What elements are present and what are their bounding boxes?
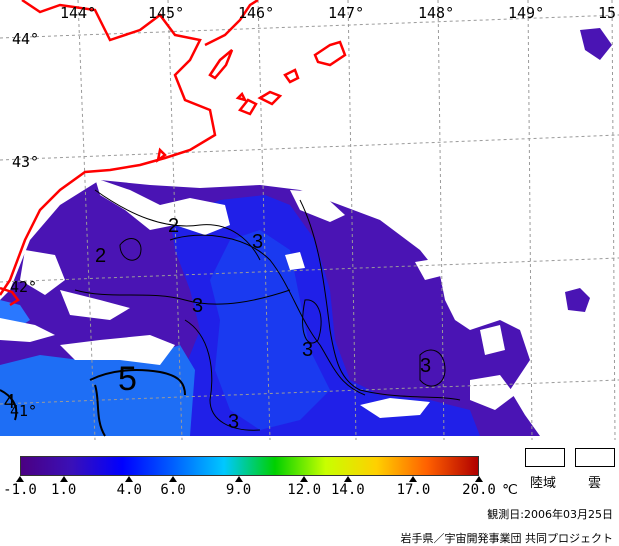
cloud-5 bbox=[0, 318, 55, 342]
cloud-11 bbox=[290, 190, 345, 222]
colorbar-tick-mark bbox=[59, 476, 68, 482]
lon-label-149: 149° bbox=[508, 4, 544, 22]
cloud-2 bbox=[20, 250, 65, 295]
observation-date: 観測日:2006年03月25日 bbox=[487, 508, 613, 521]
contour-2a bbox=[94, 189, 261, 261]
cloud-8 bbox=[470, 375, 515, 410]
colorbar-tick-mark bbox=[234, 476, 243, 482]
cloud-9 bbox=[480, 325, 505, 355]
contour-label-3c: 3 bbox=[302, 339, 313, 361]
land-legend-swatch bbox=[525, 448, 565, 467]
colorbar-tick-label: -1.0 bbox=[3, 482, 37, 498]
lon-label-150: 15 bbox=[598, 4, 616, 22]
graticule bbox=[0, 0, 619, 440]
sst-mid-water bbox=[210, 230, 330, 430]
colorbar-tick-mark bbox=[125, 476, 134, 482]
lon-label-145: 145° bbox=[148, 4, 184, 22]
colorbar-tick-mark bbox=[16, 476, 24, 482]
kuril-island-5 bbox=[313, 40, 347, 67]
contour-3e bbox=[302, 299, 322, 344]
contour-label-4: 4 bbox=[4, 391, 15, 413]
kuril-island-6 bbox=[235, 91, 248, 102]
kuril-island-4 bbox=[283, 68, 300, 84]
cloud-legend-label: 雲 bbox=[588, 476, 602, 491]
contour-value-labels: 2 2 3 3 3 3 3 5 4 bbox=[4, 215, 431, 433]
cloud-7 bbox=[360, 398, 430, 418]
longitude-labels: 144° 145° 146° 147° 148° 149° 15 bbox=[60, 4, 616, 22]
cloud-10 bbox=[415, 258, 445, 280]
kuril-island-1 bbox=[208, 49, 234, 80]
contour-3a bbox=[169, 234, 366, 396]
contour-label-3b: 3 bbox=[192, 295, 203, 317]
cloud-cover bbox=[0, 178, 515, 418]
sst-north-patch bbox=[580, 28, 612, 60]
cloud-4 bbox=[60, 335, 175, 365]
contour-2c bbox=[74, 289, 291, 305]
sst-warm-water bbox=[0, 345, 195, 436]
colorbar-tick-label: 17.0 bbox=[396, 482, 431, 498]
cloud-legend-swatch bbox=[575, 448, 615, 467]
colorbar-tick-label: 9.0 bbox=[225, 482, 252, 498]
peninsula-coast bbox=[0, 286, 20, 307]
contour-label-3d: 3 bbox=[420, 355, 431, 377]
contour-3b bbox=[184, 319, 261, 431]
sst-field bbox=[0, 28, 612, 436]
kuril-coast-1 bbox=[204, 0, 259, 47]
lon-label-146: 146° bbox=[238, 4, 274, 22]
contour-4 bbox=[0, 389, 18, 421]
contour-lines bbox=[0, 189, 461, 437]
lat-label-44: 44° bbox=[12, 30, 39, 48]
contour-2b bbox=[119, 237, 142, 261]
lon-label-147: 147° bbox=[328, 4, 364, 22]
kuril-island-3 bbox=[257, 90, 283, 106]
contour-label-3e: 3 bbox=[228, 411, 239, 433]
temperature-colorbar bbox=[20, 456, 479, 476]
cloud-1 bbox=[95, 178, 230, 235]
lat-label-41: 41° bbox=[10, 402, 37, 420]
latitude-labels: 44° 43° 42° 41° bbox=[10, 30, 39, 420]
contour-3d bbox=[419, 349, 446, 387]
colorbar-tick-label: 4.0 bbox=[116, 482, 142, 498]
contour-3c bbox=[299, 199, 461, 401]
colorbar-tick-mark bbox=[475, 476, 483, 482]
hokkaido-land bbox=[0, 0, 215, 295]
colorbar-tick-label: 1.0 bbox=[51, 482, 77, 498]
lon-label-144: 144° bbox=[60, 4, 96, 22]
cloud-6 bbox=[285, 252, 305, 270]
contour-label-3a: 3 bbox=[252, 231, 263, 253]
colorbar-tick-mark bbox=[169, 476, 177, 482]
land-area bbox=[0, 0, 215, 295]
colorbar-tick-label: 20.0 bbox=[462, 482, 496, 498]
credit-text: 岩手県／宇宙開発事業団 共同プロジェクト bbox=[400, 532, 614, 545]
colorbar-tick-label: 6.0 bbox=[160, 482, 186, 498]
colorbar-tick-mark bbox=[409, 476, 418, 482]
hokkaido-coast bbox=[0, 0, 217, 296]
colorbar-tick-mark bbox=[343, 476, 352, 482]
colorbar-tick-label: 12.0 bbox=[287, 482, 321, 498]
contour-label-2a: 2 bbox=[168, 215, 179, 237]
colorbar-unit: ℃ bbox=[502, 482, 518, 498]
lon-label-148: 148° bbox=[418, 4, 454, 22]
cloud-3 bbox=[60, 290, 130, 320]
contour-5-branch bbox=[94, 384, 106, 437]
kuril-island-2 bbox=[237, 98, 258, 116]
contour-label-2b: 2 bbox=[95, 245, 106, 267]
sst-map: 144° 145° 146° 147° 148° 149° 15 44° 43°… bbox=[0, 0, 619, 440]
lat-label-42: 42° bbox=[10, 278, 37, 296]
contour-label-5: 5 bbox=[118, 360, 137, 398]
colorbar-tick-mark bbox=[300, 476, 309, 482]
colorbar-tick-label: 14.0 bbox=[330, 482, 365, 498]
kuril-rock bbox=[156, 147, 167, 163]
land-legend-label: 陸域 bbox=[530, 476, 557, 491]
sst-east-patch bbox=[565, 288, 590, 312]
lat-label-43: 43° bbox=[12, 153, 39, 171]
coastline bbox=[0, 0, 347, 307]
contour-5 bbox=[89, 369, 186, 396]
